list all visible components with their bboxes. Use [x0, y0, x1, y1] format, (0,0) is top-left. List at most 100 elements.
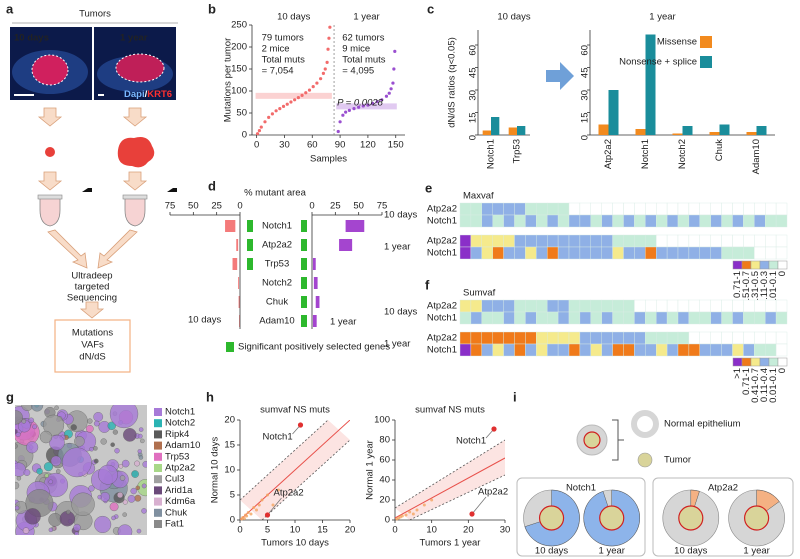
gene-label: Trp53	[265, 259, 289, 270]
label: Samples	[310, 154, 347, 165]
y-tick-label: 0	[468, 135, 479, 140]
clone	[56, 469, 61, 474]
heat-cell	[503, 311, 515, 325]
heat-cell	[514, 331, 526, 345]
range-bar	[238, 277, 240, 289]
y-tick-label: 30	[580, 90, 591, 101]
heat-cell	[656, 246, 668, 260]
point	[245, 514, 249, 518]
heat-cell	[732, 214, 744, 228]
clone	[50, 455, 62, 467]
heat-cell	[579, 299, 592, 313]
time-label: 10 days	[674, 546, 708, 557]
heat-cell	[732, 331, 744, 345]
heat-cell	[775, 234, 788, 248]
heat-cell	[677, 234, 690, 248]
heat-cell	[710, 311, 722, 325]
clone	[131, 470, 139, 478]
label: Ultradeep	[71, 271, 112, 282]
bar	[672, 133, 683, 135]
point	[389, 87, 393, 91]
label: b	[208, 1, 216, 16]
heat-cell	[710, 299, 722, 313]
label: 62 tumors	[342, 33, 384, 44]
output-box	[54, 319, 131, 373]
point	[387, 91, 391, 95]
legend-swatch	[759, 260, 770, 270]
legend-label: Nonsense + splice	[619, 57, 697, 68]
pipette	[139, 188, 177, 192]
label: = 7,054	[262, 66, 294, 77]
x-tick-label: Notch1	[486, 139, 497, 169]
heat-cell	[492, 234, 504, 248]
bar	[719, 124, 730, 135]
heat-cell	[765, 234, 777, 248]
heat-cell	[557, 311, 570, 325]
heat-cell	[579, 343, 592, 357]
heat-cell	[656, 202, 668, 216]
heat-cell	[775, 331, 788, 345]
heat-cell	[677, 311, 690, 325]
heat-cell	[656, 311, 668, 325]
point	[341, 113, 345, 117]
heat-cell	[765, 311, 777, 325]
heat-cell	[492, 246, 504, 260]
heat-cell	[623, 331, 635, 345]
heat-cell	[732, 343, 744, 357]
heat-cell	[590, 214, 602, 228]
x-tick-label: 0	[237, 525, 242, 536]
heat-cell	[492, 343, 504, 357]
point	[326, 47, 330, 51]
gene-label: Atp2a2	[708, 483, 738, 494]
tumor-sample	[45, 147, 55, 157]
point	[300, 93, 304, 97]
heat-cell	[645, 311, 657, 325]
x-tick-label: 0	[254, 140, 259, 151]
clone	[107, 421, 116, 431]
legend-label: Chuk	[165, 507, 187, 518]
heat-cell	[568, 246, 581, 260]
heat-cell	[568, 202, 581, 216]
heat-cell	[514, 234, 526, 248]
legend-swatch	[777, 260, 788, 270]
heat-cell	[754, 331, 766, 345]
heat-cell	[557, 331, 570, 345]
tumor-sample	[117, 137, 155, 168]
significance-marker	[301, 277, 307, 289]
point	[422, 503, 426, 507]
heat-cell	[481, 234, 493, 248]
heat-cell	[579, 311, 592, 325]
heat-cell	[579, 214, 592, 228]
y-tick-label: 250	[231, 20, 247, 31]
legend-swatch	[741, 260, 752, 270]
legend-label: Fat1	[165, 519, 184, 530]
y-tick-label: 15	[580, 113, 591, 124]
point	[380, 98, 384, 102]
label: d	[208, 178, 216, 193]
heat-cell	[699, 311, 711, 325]
heat-cell	[481, 331, 493, 345]
heat-cell	[710, 202, 722, 216]
heat-cell	[492, 214, 504, 228]
tube	[39, 197, 61, 227]
heat-cell	[721, 202, 733, 216]
heat-cell	[623, 299, 635, 313]
clone	[122, 499, 128, 505]
x-tick-label: 0	[392, 525, 397, 536]
clone	[138, 455, 144, 460]
heat-cell	[645, 331, 657, 345]
heat-cell	[656, 343, 668, 357]
clone	[42, 414, 65, 436]
point	[361, 104, 365, 108]
heat-cell	[536, 311, 548, 325]
heat-cell	[623, 214, 635, 228]
point	[325, 60, 329, 64]
time-label: 10 days	[535, 546, 569, 557]
heat-cell	[568, 234, 581, 248]
heat-cell	[547, 246, 559, 260]
group-box	[652, 477, 794, 557]
heat-cell	[579, 202, 592, 216]
legend-swatch	[154, 430, 162, 439]
x-tick-label: 30	[279, 140, 290, 151]
heat-cell	[721, 214, 733, 228]
